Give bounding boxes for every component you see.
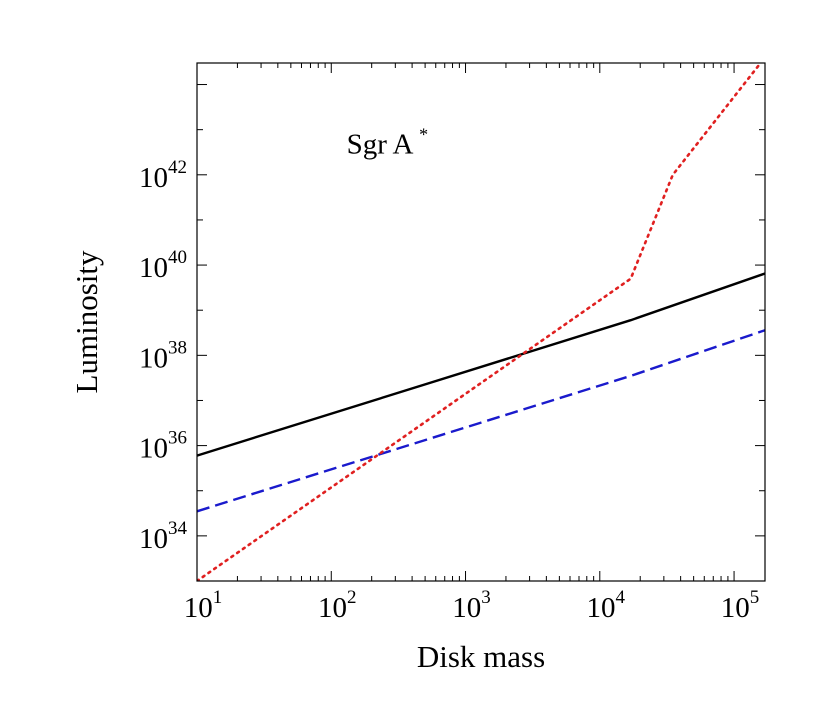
y-tick-label: 1038 — [139, 337, 187, 374]
annotation-base: Sgr A — [347, 128, 414, 160]
y-tick-label-exp: 34 — [168, 518, 188, 539]
ticks-layer — [196, 63, 765, 582]
y-tick-label-base: 10 — [139, 523, 168, 555]
y-tick-label-base: 10 — [139, 252, 168, 284]
x-tick-label-base: 10 — [587, 592, 616, 624]
series-line-dotted — [197, 63, 763, 581]
y-tick-label-base: 10 — [139, 162, 168, 194]
y-tick-label-base: 10 — [139, 342, 168, 374]
x-tick-label: 101 — [184, 587, 223, 624]
x-tick-label-base: 10 — [318, 592, 347, 624]
y-tick-label-base: 10 — [139, 433, 168, 465]
x-tick-label: 104 — [587, 587, 626, 624]
y-tick-label-exp: 42 — [168, 157, 187, 178]
y-tick-label: 1042 — [139, 157, 187, 194]
x-tick-label-exp: 4 — [616, 587, 626, 608]
x-tick-label: 105 — [721, 587, 760, 624]
series-layer — [197, 63, 765, 581]
y-tick-label-exp: 36 — [168, 428, 187, 449]
y-tick-label: 1034 — [139, 518, 188, 555]
x-tick-label: 102 — [318, 587, 357, 624]
y-tick-label: 1036 — [139, 428, 187, 465]
plot-frame — [196, 62, 766, 582]
annotation-sgr-a: Sgr A * — [347, 124, 429, 160]
x-tick-label-exp: 2 — [347, 587, 357, 608]
y-tick-label-exp: 38 — [168, 337, 187, 358]
x-tick-label: 103 — [452, 587, 491, 624]
x-tick-label-base: 10 — [184, 592, 213, 624]
x-tick-label-base: 10 — [721, 592, 750, 624]
x-tick-label-exp: 3 — [481, 587, 491, 608]
x-axis-label: Disk mass — [417, 639, 545, 674]
y-axis-label: Luminosity — [69, 250, 104, 393]
labels-layer: Disk mass Luminosity Sgr A * 101 102 103 10… — [69, 124, 759, 674]
annotation-sup: * — [419, 124, 428, 144]
series-line-solid — [197, 272, 765, 457]
y-tick-label-exp: 40 — [168, 247, 187, 268]
y-tick-label: 1040 — [139, 247, 187, 284]
x-tick-label-base: 10 — [452, 592, 481, 624]
x-tick-label-exp: 1 — [213, 587, 223, 608]
series-line-dashed — [197, 329, 765, 513]
x-tick-label-exp: 5 — [750, 587, 760, 608]
